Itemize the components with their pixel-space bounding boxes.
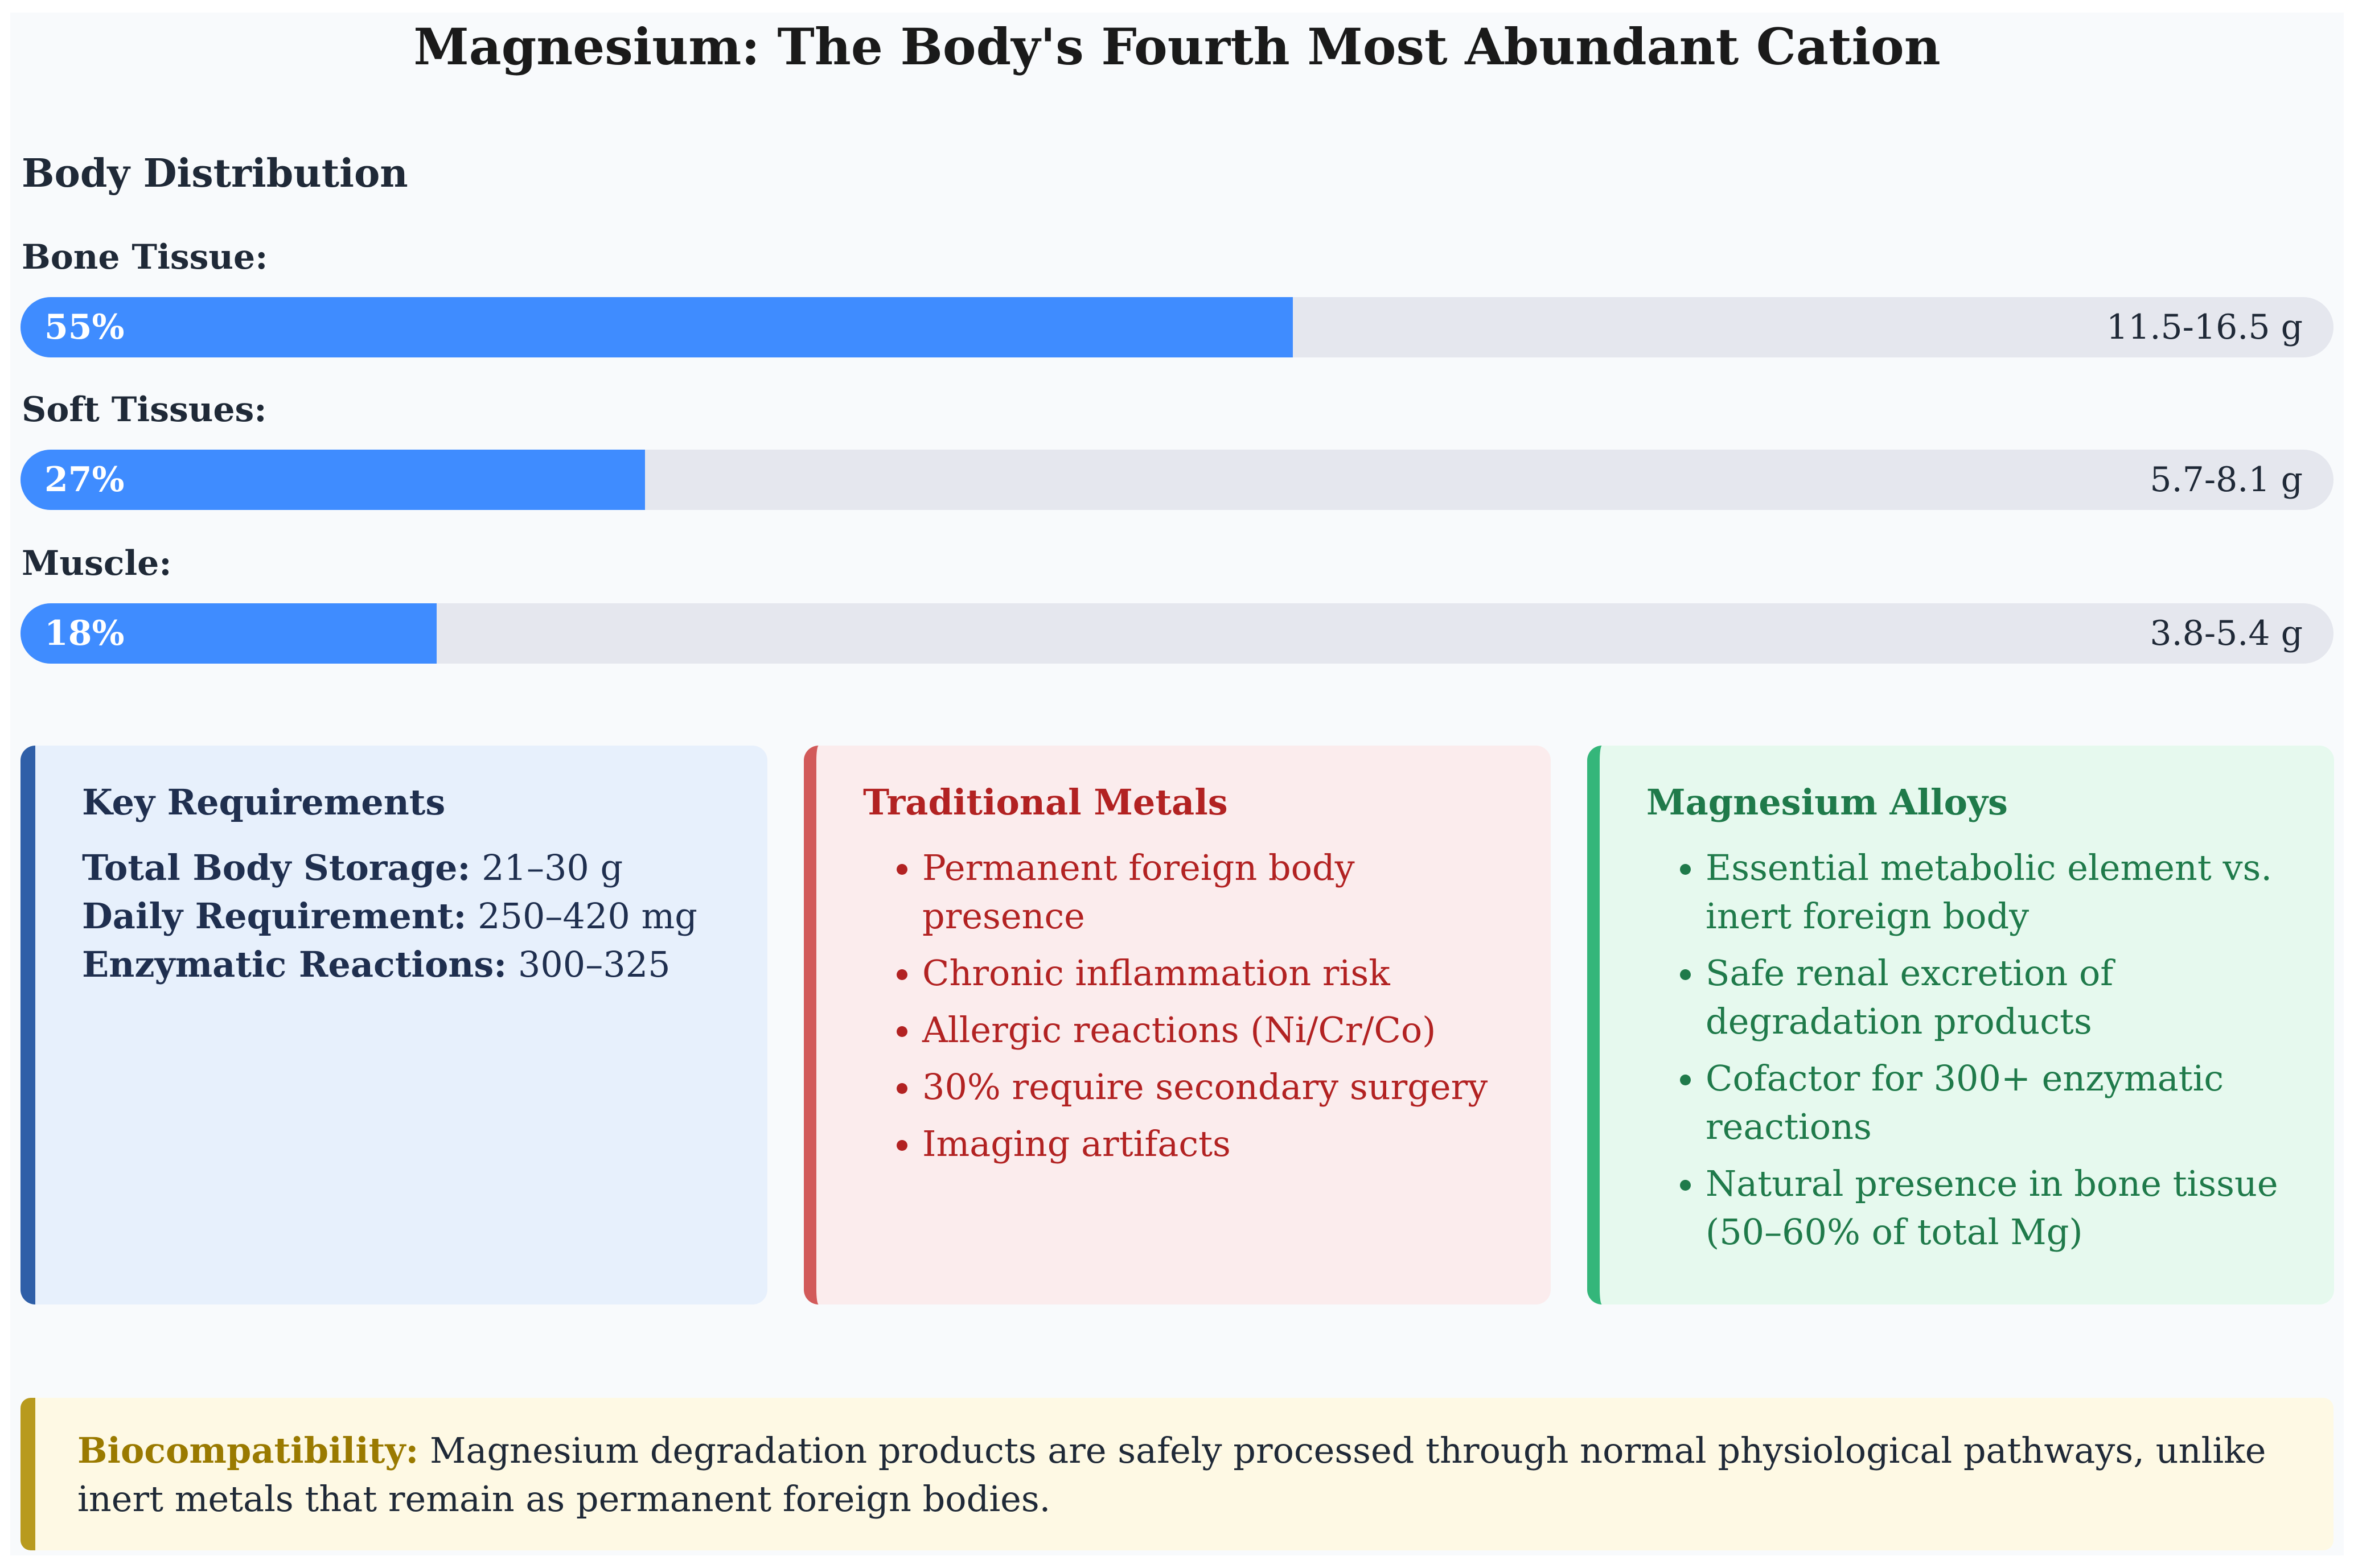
list-item: Chronic inflammation risk (922, 949, 1523, 997)
distribution-percent: 27% (44, 460, 125, 500)
distribution-percent: 55% (44, 307, 125, 347)
requirement-key: Enzymatic Reactions: (82, 944, 507, 985)
requirement-value: 21–30 g (482, 847, 623, 888)
distribution-bar-muscle: 18% 3.8-5.4 g (20, 603, 2334, 664)
traditional-metals-list: Permanent foreign body presence Chronic … (863, 843, 1523, 1176)
list-item: Permanent foreign body presence (922, 843, 1523, 940)
list-item: Imaging artifacts (922, 1120, 1523, 1168)
requirement-value: 300–325 (517, 944, 671, 985)
list-item: Safe renal excretion of degradation prod… (1706, 949, 2307, 1046)
traditional-metals-title: Traditional Metals (863, 781, 1228, 823)
page: Magnesium: The Body's Fourth Most Abunda… (10, 13, 2344, 1555)
requirement-key: Total Body Storage: (82, 847, 471, 888)
list-item: Allergic reactions (Ni/Cr/Co) (922, 1006, 1523, 1054)
distribution-bar-fill (20, 603, 437, 664)
page-title: Magnesium: The Body's Fourth Most Abunda… (413, 17, 1941, 76)
magnesium-alloys-title: Magnesium Alloys (1646, 781, 2008, 823)
body-distribution-heading: Body Distribution (22, 151, 408, 196)
distribution-bar-fill (20, 450, 645, 510)
key-requirements-title: Key Requirements (82, 781, 446, 823)
list-item: 30% require secondary surgery (922, 1063, 1523, 1111)
distribution-amount: 3.8-5.4 g (2150, 614, 2303, 653)
list-item: Natural presence in bone tissue (50–60% … (1706, 1159, 2307, 1256)
key-requirements-card: Key Requirements Total Body Storage: 21–… (20, 746, 767, 1304)
requirement-item: Daily Requirement: 250–420 mg (82, 892, 697, 940)
key-requirements-list: Total Body Storage: 21–30 g Daily Requir… (82, 843, 697, 989)
biocompatibility-text: Magnesium degradation products are safel… (77, 1430, 2266, 1520)
list-item: Cofactor for 300+ enzymatic reactions (1706, 1054, 2307, 1151)
distribution-bar-bone: 55% 11.5-16.5 g (20, 297, 2334, 357)
requirement-value: 250–420 mg (478, 895, 697, 937)
distribution-amount: 11.5-16.5 g (2106, 307, 2303, 347)
list-item: Essential metabolic element vs. inert fo… (1706, 843, 2307, 940)
distribution-label-muscle: Muscle: (22, 544, 172, 583)
traditional-metals-card: Traditional Metals Permanent foreign bod… (804, 746, 1551, 1304)
biocompatibility-label: Biocompatibility: (77, 1430, 419, 1471)
requirement-item: Total Body Storage: 21–30 g (82, 843, 697, 892)
biocompatibility-note: Biocompatibility: Magnesium degradation … (20, 1398, 2334, 1550)
distribution-label-soft: Soft Tissues: (22, 390, 267, 430)
distribution-amount: 5.7-8.1 g (2150, 460, 2303, 500)
requirement-item: Enzymatic Reactions: 300–325 (82, 940, 697, 989)
magnesium-alloys-list: Essential metabolic element vs. inert fo… (1646, 843, 2307, 1265)
distribution-bar-fill (20, 297, 1293, 357)
magnesium-alloys-card: Magnesium Alloys Essential metabolic ele… (1587, 746, 2334, 1304)
distribution-bar-soft: 27% 5.7-8.1 g (20, 450, 2334, 510)
distribution-label-bone: Bone Tissue: (22, 237, 268, 277)
requirement-key: Daily Requirement: (82, 895, 467, 937)
distribution-percent: 18% (44, 614, 125, 653)
